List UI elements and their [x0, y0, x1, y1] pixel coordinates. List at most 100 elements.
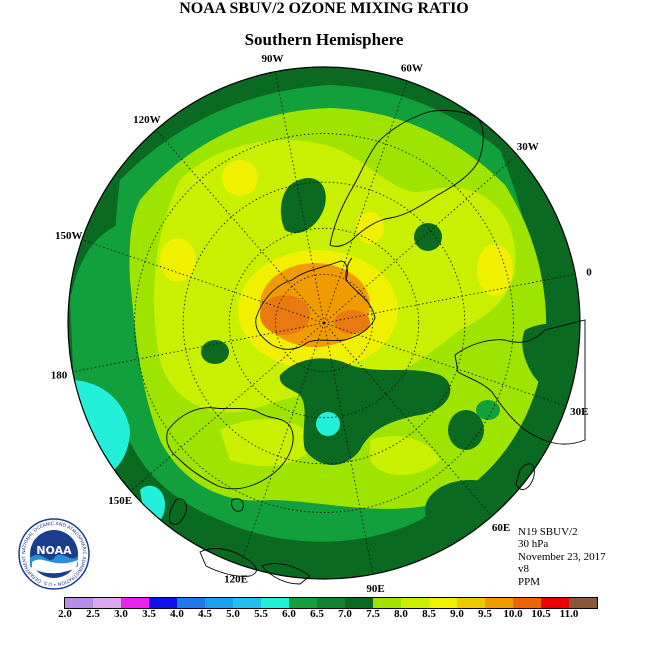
colorbar-tick-label: 2.0	[58, 608, 72, 620]
colorbar-swatch	[429, 598, 457, 608]
colorbar-tick-label: 6.0	[282, 608, 296, 620]
colorbar-swatch	[205, 598, 233, 608]
colorbar-tick-label: 3.0	[114, 608, 128, 620]
coastline-path	[515, 463, 535, 490]
coastlines	[166, 109, 586, 585]
colorbar-swatch	[121, 598, 149, 608]
field-dark-orange	[260, 295, 310, 335]
field-yellow	[222, 160, 258, 196]
longitude-label: 180	[51, 370, 68, 382]
colorbar-tick-label: 8.0	[394, 608, 408, 620]
coastline-path	[166, 407, 294, 490]
colorbar-swatch	[289, 598, 317, 608]
colorbar-tick-label: 9.0	[450, 608, 464, 620]
colorbar-swatch	[233, 598, 261, 608]
longitude-label: 150W	[55, 230, 83, 242]
colorbar-tick-label: 6.5	[310, 608, 324, 620]
page-title: NOAA SBUV/2 OZONE MIXING RATIO	[179, 0, 469, 17]
map-boundary	[67, 66, 581, 580]
coastline-path	[454, 319, 586, 445]
longitude-label: 120E	[224, 573, 248, 585]
field-medium-green-blob	[476, 400, 500, 420]
colorbar-tick-labels: 2.0 2.5 3.0 3.5 4.0 4.5 5.0 5.5 6.0 6.5 7.0 7.5 8.0 8…	[0, 608, 648, 622]
field-yellow	[477, 244, 513, 296]
coastline-path	[231, 498, 244, 512]
meridian-line	[155, 129, 325, 324]
coastline-path	[255, 260, 376, 350]
coastline-path	[169, 498, 187, 525]
info-pressure-level: 30 hPa	[518, 538, 549, 551]
info-units: PPM	[518, 575, 541, 588]
logo-text: NOAA	[36, 544, 72, 557]
colorbar-tick-label: 11.0	[559, 608, 579, 620]
latitude-circle	[134, 133, 514, 513]
longitude-label: 150E	[108, 495, 132, 507]
coastline-path	[199, 548, 257, 577]
latitude-circle	[228, 227, 420, 419]
info-satellite: N19 SBUV/2	[518, 526, 578, 538]
coastline-path	[329, 109, 484, 247]
noaa-logo: NATIONAL OCEANIC AND ATMOSPHERIC ADMINIS…	[16, 514, 90, 590]
field-yellow-green	[370, 436, 440, 475]
field-yellow-green	[220, 419, 320, 466]
colorbar-tick-label: 8.5	[422, 608, 436, 620]
meridian-line	[323, 322, 567, 407]
colorbar-swatch	[457, 598, 485, 608]
colorbar-tick-label: 3.5	[142, 608, 156, 620]
field-dark-green-intrusion	[448, 410, 484, 450]
colorbar-tick-label: 5.5	[254, 608, 268, 620]
colorbar-swatch	[401, 598, 429, 608]
info-version: v8	[518, 563, 529, 576]
info-block: N19 SBUV/2 30 hPa November 23, 2017 v8 P…	[518, 526, 606, 588]
meridian-line	[323, 322, 374, 575]
field-dark-green-intrusion	[280, 177, 326, 234]
field-cyan	[316, 412, 340, 436]
longitude-label: 30E	[570, 406, 588, 418]
longitude-label: 90E	[366, 583, 384, 595]
colorbar-swatch	[485, 598, 513, 608]
colorbar-swatch	[317, 598, 345, 608]
meridian-line	[240, 322, 325, 566]
colorbar-swatch	[373, 598, 401, 608]
colorbar-swatch	[261, 598, 289, 608]
colorbar-tick-label: 10.5	[531, 608, 551, 620]
colorbar-swatch	[93, 598, 121, 608]
colorbar-swatch	[65, 598, 93, 608]
longitude-label: 60E	[492, 522, 510, 534]
coastline-path	[261, 563, 311, 585]
longitude-label: 90W	[262, 53, 284, 65]
colorbar-swatch	[345, 598, 373, 608]
colorbar-tick-label: 9.5	[478, 608, 492, 620]
colorbar-tick-label: 4.0	[170, 608, 184, 620]
meridian-line	[323, 80, 408, 324]
meridian-line	[130, 322, 325, 492]
graticule	[72, 71, 576, 575]
colorbar-tick-label: 4.5	[198, 608, 212, 620]
colorbar-swatch	[513, 598, 541, 608]
longitude-labels: 0 30E 60E 90E 120E 150E 180 150W 120W 90W 60W 30W	[51, 53, 593, 595]
colorbar-tick-label: 2.5	[86, 608, 100, 620]
meridian-line	[81, 239, 325, 324]
meridian-line	[323, 154, 518, 324]
field-dark-green-intrusion	[522, 323, 580, 400]
colorbar-tick-label: 7.0	[338, 608, 352, 620]
meridian-line	[323, 322, 493, 517]
meridian-line	[323, 273, 576, 324]
colorbar-swatch	[541, 598, 569, 608]
info-date: November 23, 2017	[518, 550, 606, 563]
coastline-path	[345, 257, 353, 281]
field-yellow	[356, 212, 384, 244]
colorbar-tick-label: 5.0	[226, 608, 240, 620]
field-dark-orange	[334, 310, 370, 334]
page-subtitle: Southern Hemisphere	[244, 30, 404, 49]
ozone-field	[68, 67, 580, 579]
latitude-circle	[182, 181, 466, 465]
longitude-label: 120W	[133, 114, 161, 126]
colorbar-tick-label: 10.0	[503, 608, 523, 620]
field-dark-green-intrusion	[414, 223, 442, 251]
colorbar-swatch	[569, 598, 597, 608]
field-yellow	[160, 238, 196, 282]
field-dark-green-intrusion	[201, 340, 229, 364]
longitude-label: 60W	[401, 63, 423, 75]
